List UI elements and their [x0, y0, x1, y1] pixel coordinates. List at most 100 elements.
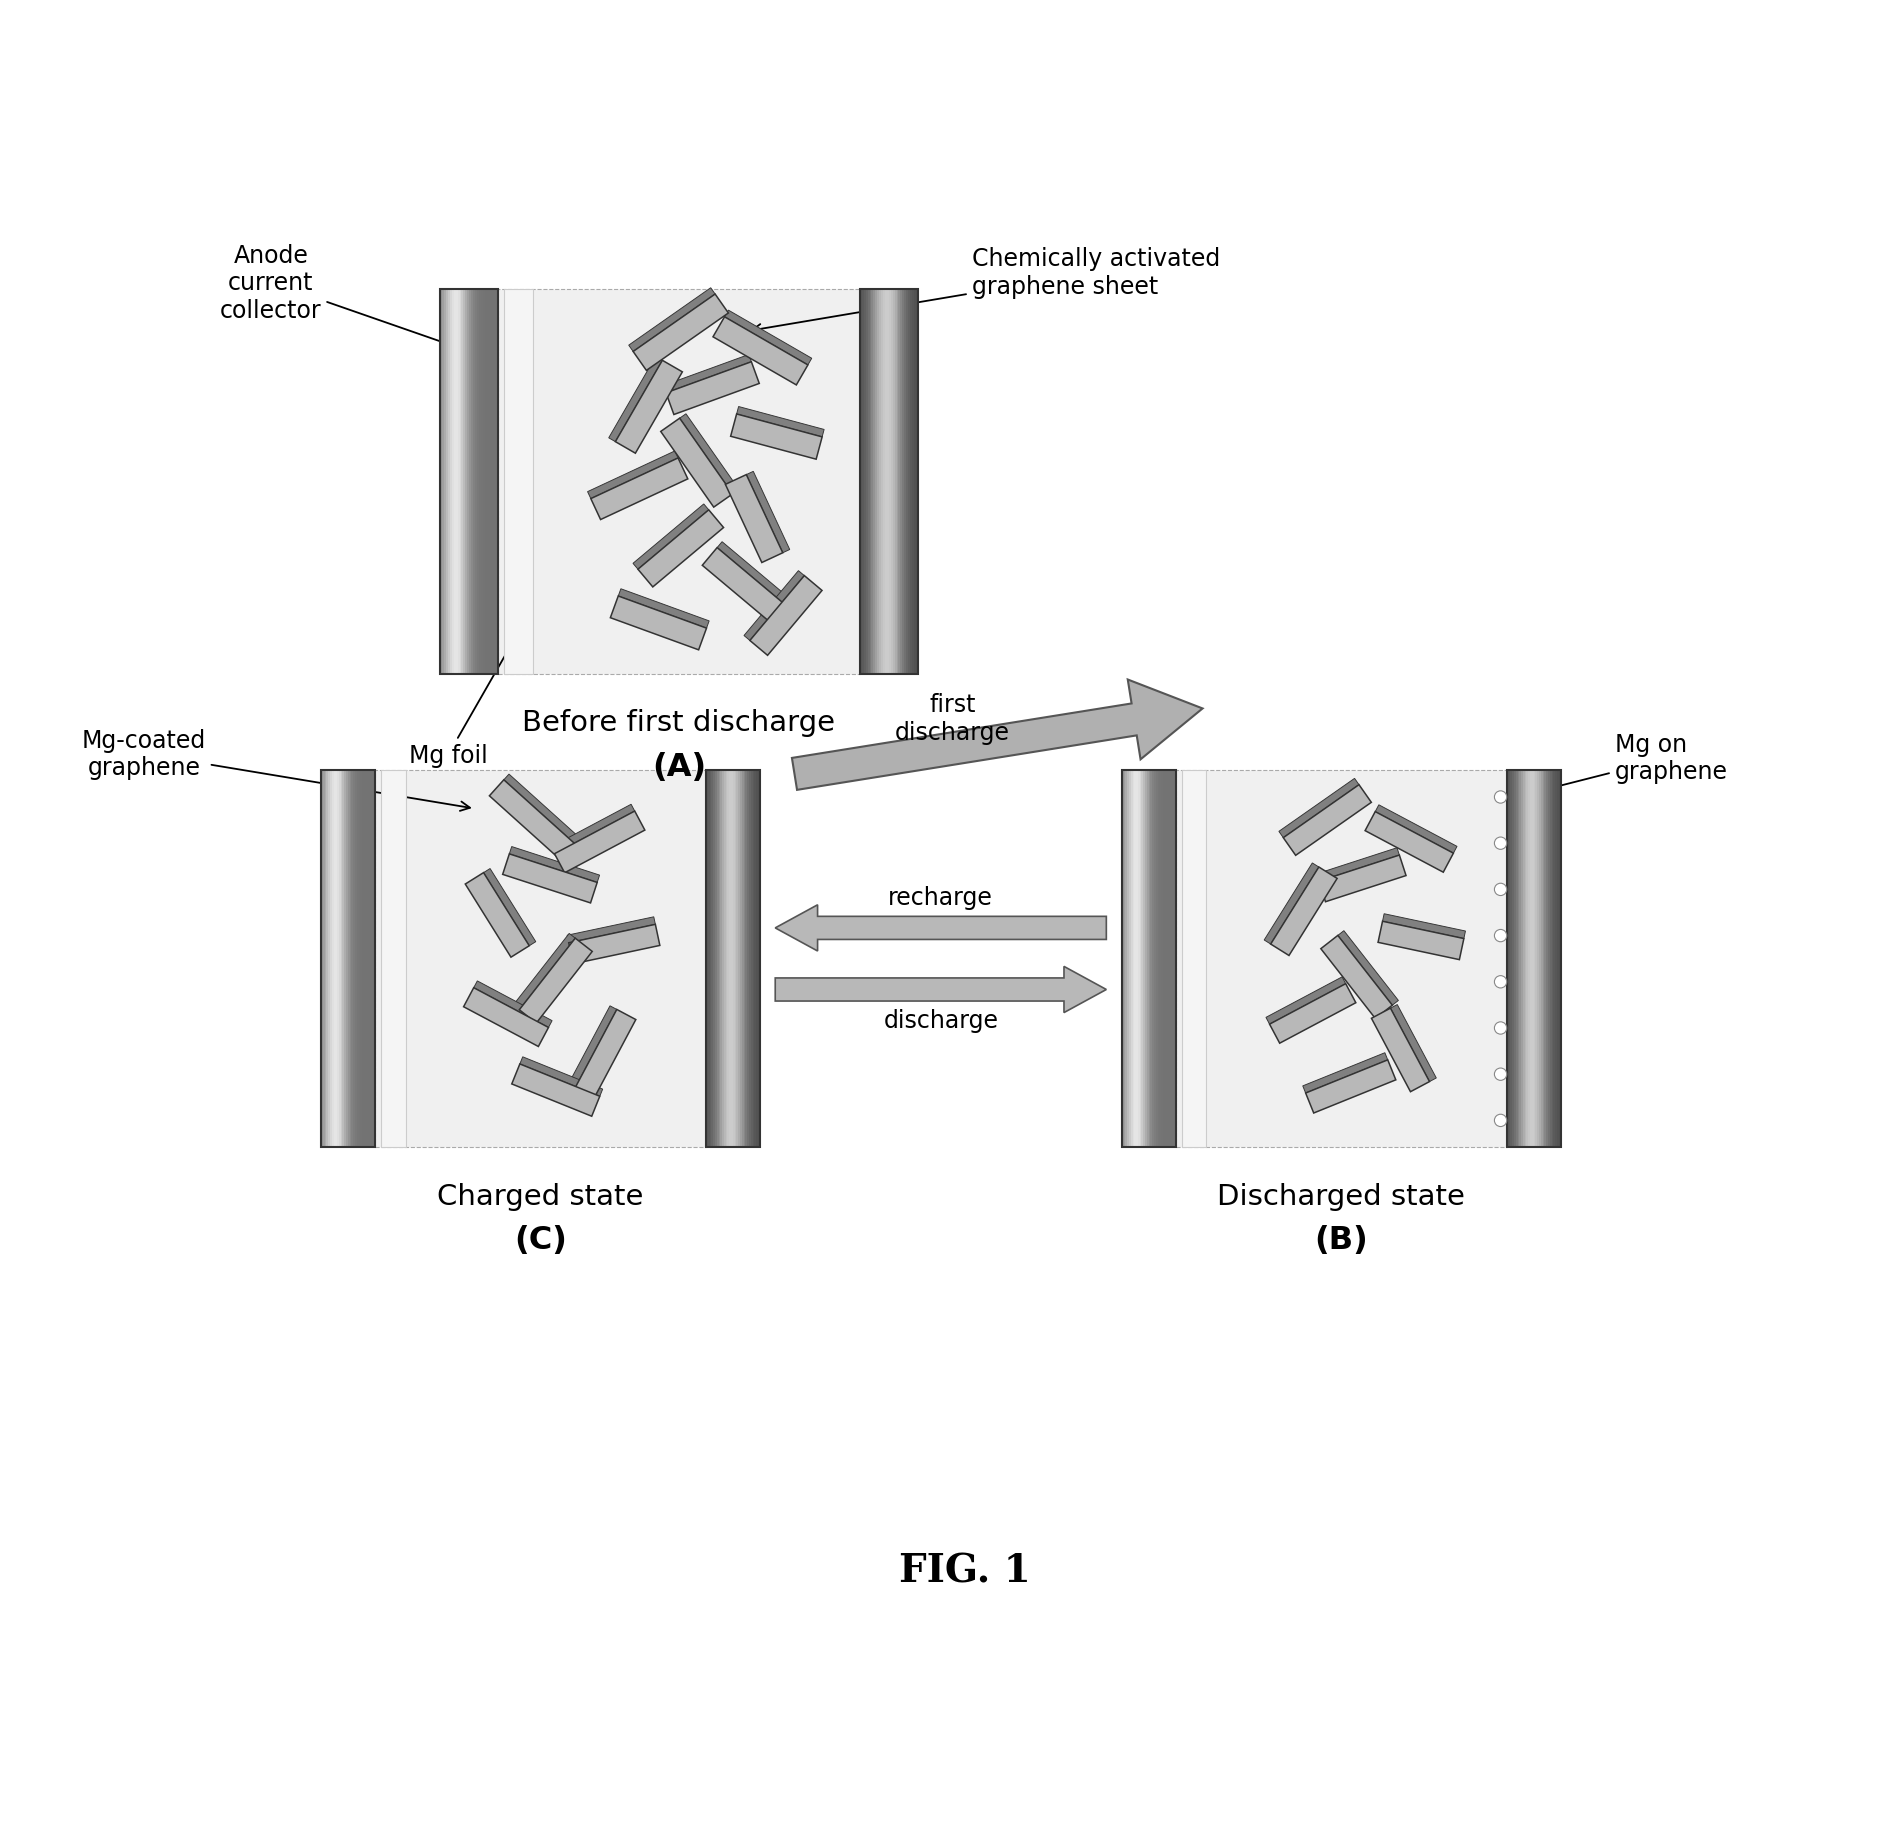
Bar [380, 770, 405, 1147]
Text: discharge: discharge [883, 1008, 997, 1032]
Bar [482, 289, 486, 675]
Bar [1517, 770, 1519, 1147]
Polygon shape [508, 847, 598, 882]
Bar [1523, 770, 1524, 1147]
Bar [1159, 770, 1161, 1147]
Polygon shape [661, 419, 732, 509]
Bar [721, 770, 723, 1147]
Text: first
discharge: first discharge [894, 694, 1009, 745]
Bar [1528, 770, 1530, 1147]
Bar [470, 289, 474, 675]
Bar [1539, 770, 1543, 1147]
Bar [361, 770, 365, 1147]
Bar [1157, 770, 1159, 1147]
Bar [352, 770, 354, 1147]
Polygon shape [587, 452, 678, 500]
Polygon shape [553, 813, 644, 873]
Bar [326, 770, 329, 1147]
Polygon shape [679, 415, 738, 494]
Polygon shape [1304, 1060, 1395, 1113]
Text: Discharged state: Discharged state [1216, 1182, 1464, 1210]
Polygon shape [574, 1010, 636, 1098]
Bar [440, 289, 442, 675]
Bar [1171, 770, 1174, 1147]
Bar [354, 770, 356, 1147]
Polygon shape [608, 357, 662, 443]
Bar [881, 289, 883, 675]
Bar [1507, 770, 1509, 1147]
Bar [448, 289, 450, 675]
Bar [894, 289, 898, 675]
Polygon shape [502, 855, 597, 904]
Bar [343, 770, 344, 1147]
Polygon shape [610, 597, 706, 650]
Bar [915, 289, 918, 675]
Bar [446, 289, 448, 675]
Bar [463, 289, 467, 675]
Bar [1541, 770, 1545, 1147]
Polygon shape [463, 988, 548, 1047]
Bar [1150, 770, 1152, 1147]
Polygon shape [1317, 856, 1406, 902]
Bar [1532, 770, 1536, 1147]
Bar [1538, 770, 1541, 1147]
Bar [888, 289, 890, 675]
Bar [708, 770, 710, 1147]
Bar [879, 289, 881, 675]
Polygon shape [568, 924, 659, 964]
Circle shape [1494, 791, 1506, 803]
Polygon shape [743, 571, 804, 640]
Bar [373, 770, 375, 1147]
Bar [1133, 770, 1137, 1147]
Bar [743, 770, 745, 1147]
Bar [862, 289, 864, 675]
Bar [1524, 770, 1526, 1147]
Bar [344, 770, 346, 1147]
Bar [725, 770, 728, 1147]
Bar [1152, 770, 1154, 1147]
Text: Mg-coated
graphene: Mg-coated graphene [81, 728, 470, 811]
Bar [747, 770, 749, 1147]
Bar [486, 289, 489, 675]
Polygon shape [484, 869, 536, 946]
Bar [1129, 770, 1133, 1147]
Bar [346, 770, 348, 1147]
Polygon shape [615, 361, 681, 454]
Polygon shape [662, 355, 751, 393]
Bar [713, 770, 715, 1147]
Bar [467, 289, 470, 675]
Text: (C): (C) [514, 1224, 566, 1255]
Bar [1137, 770, 1140, 1147]
Bar [883, 289, 885, 675]
Bar [723, 770, 726, 1147]
Bar [1549, 770, 1551, 1147]
Bar [1161, 770, 1163, 1147]
Bar [749, 770, 751, 1147]
Bar [753, 770, 755, 1147]
Bar [751, 770, 753, 1147]
Bar [457, 289, 459, 675]
Polygon shape [519, 1058, 602, 1096]
Circle shape [1494, 975, 1506, 988]
Bar [886, 289, 888, 675]
Bar [758, 770, 760, 1147]
Bar [1144, 770, 1146, 1147]
Bar [472, 289, 476, 675]
Bar [1536, 770, 1539, 1147]
Bar [896, 289, 900, 675]
Bar [1556, 770, 1558, 1147]
Bar [450, 289, 452, 675]
Polygon shape [551, 805, 634, 855]
Polygon shape [1370, 1008, 1428, 1093]
Bar [442, 289, 444, 675]
Polygon shape [717, 542, 790, 608]
Polygon shape [1263, 864, 1317, 944]
Bar [1506, 770, 1509, 1147]
Bar [860, 289, 862, 675]
Text: FIG. 1: FIG. 1 [898, 1552, 1029, 1590]
Bar [320, 770, 324, 1147]
Bar [873, 289, 875, 675]
Bar [885, 289, 886, 675]
Bar [860, 289, 917, 675]
Polygon shape [1265, 977, 1346, 1025]
